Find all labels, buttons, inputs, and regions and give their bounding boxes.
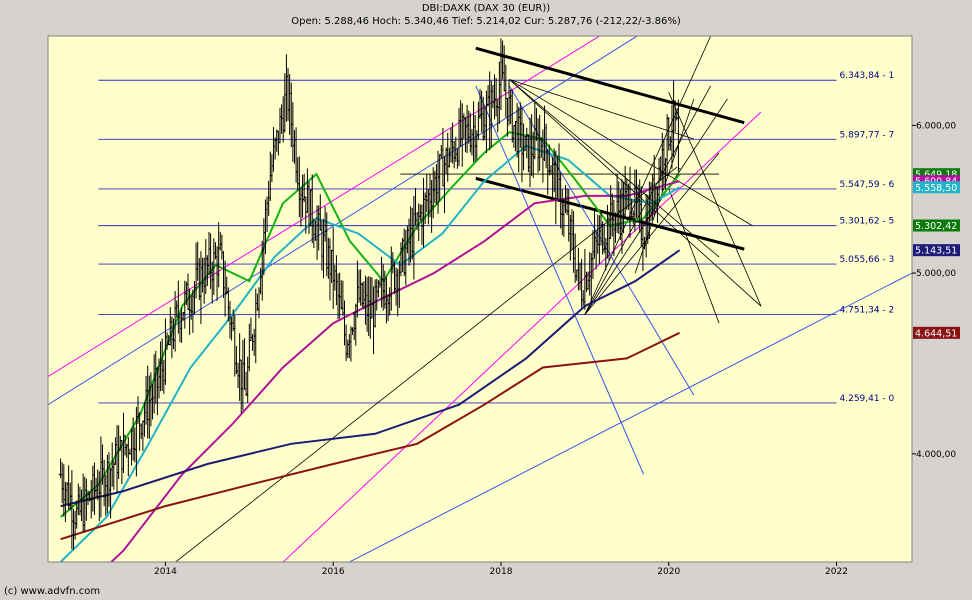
trendline-2 bbox=[282, 111, 762, 562]
trendline-16 bbox=[584, 152, 720, 315]
x-tick-label-4: 2022 bbox=[825, 567, 848, 577]
fib-label-2: 5.547,59 - 6 bbox=[840, 180, 895, 190]
trendline-12 bbox=[509, 79, 695, 140]
badge-2 bbox=[913, 181, 960, 194]
price-series bbox=[58, 38, 681, 551]
trendline-4 bbox=[174, 166, 678, 562]
trendline-3 bbox=[348, 272, 912, 562]
fib-label-1: 5.897,77 - 7 bbox=[840, 130, 895, 140]
ma-line-1 bbox=[59, 144, 681, 562]
x-tick-label-1: 2016 bbox=[322, 567, 345, 577]
badge-5 bbox=[913, 326, 960, 339]
chart-title: DBI:DAXK (DAX 30 (EUR)) bbox=[421, 3, 551, 14]
trendline-7 bbox=[475, 85, 645, 475]
fib-label-3: 5.301,62 - 5 bbox=[840, 217, 895, 227]
trendline-18 bbox=[668, 188, 720, 324]
price-badges: 5.649,185.600,845.558,505.302,425.143,51… bbox=[913, 168, 960, 339]
badge-label-3: 5.302,42 bbox=[915, 221, 957, 232]
x-tick-label-3: 2020 bbox=[657, 567, 680, 577]
fib-label-4: 5.055,66 - 3 bbox=[840, 255, 895, 265]
y-tick-label-0: 4.000,00 bbox=[916, 450, 956, 460]
trendline-5 bbox=[475, 46, 745, 125]
fib-label-0: 6.343,84 - 1 bbox=[840, 71, 895, 81]
y-tick-label-2: 6.000,00 bbox=[916, 121, 956, 131]
badge-4 bbox=[913, 244, 960, 257]
badge-label-2: 5.558,50 bbox=[915, 183, 957, 194]
ma-line-4 bbox=[60, 331, 681, 541]
badge-3 bbox=[913, 219, 960, 232]
ohlc-readout: Open: 5.288,46 Hoch: 5.340,46 Tief: 5.21… bbox=[291, 16, 681, 27]
trendline-11 bbox=[509, 79, 753, 227]
moving-averages bbox=[59, 131, 681, 562]
y-tick-label-1: 5.000,00 bbox=[916, 269, 956, 279]
badge-label-5: 4.644,51 bbox=[915, 328, 957, 339]
trendline-19 bbox=[668, 92, 762, 307]
fib-label-6: 4.259,41 - 0 bbox=[840, 394, 895, 404]
ma-line-3 bbox=[60, 249, 681, 508]
plot-frame bbox=[47, 35, 913, 563]
badge-label-4: 5.143,51 bbox=[915, 246, 957, 257]
axes: 4.000,00 5.000,00 6.000,00 2014 2016 2018 2020… bbox=[47, 35, 956, 577]
trendline-0 bbox=[48, 36, 601, 378]
x-tick-label-2: 2018 bbox=[490, 567, 513, 577]
x-tick-label-0: 2014 bbox=[154, 567, 177, 577]
footer-credit: (c) www.advfn.com bbox=[4, 586, 101, 597]
plot-area bbox=[48, 36, 912, 562]
fib-label-5: 4.751,34 - 2 bbox=[840, 305, 895, 315]
trendline-1 bbox=[48, 36, 639, 406]
